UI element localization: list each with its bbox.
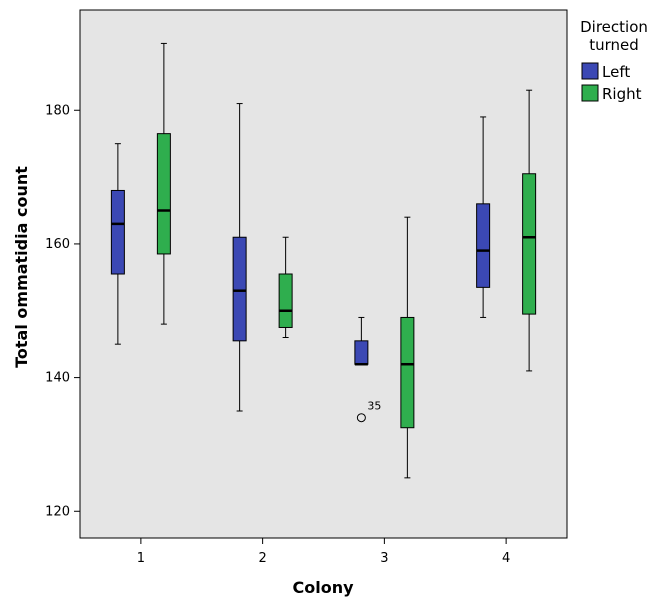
y-tick-label: 120 bbox=[45, 504, 70, 519]
box-iqr bbox=[156, 133, 171, 255]
outlier-point bbox=[356, 413, 366, 423]
box-left-colony-2 bbox=[232, 103, 247, 412]
box-left-colony-4 bbox=[476, 116, 491, 318]
y-axis-title: Total ommatidia count bbox=[12, 166, 31, 368]
box-right-colony-4 bbox=[522, 89, 537, 372]
plot-background bbox=[79, 9, 568, 539]
legend-label-left: Left bbox=[602, 63, 630, 81]
legend-swatch-right bbox=[581, 84, 599, 102]
box-iqr bbox=[522, 173, 537, 315]
y-tick-label: 140 bbox=[45, 371, 70, 386]
x-tick-label: 3 bbox=[380, 551, 388, 566]
x-axis: 1 2 3 4 bbox=[137, 538, 510, 566]
box-right-colony-1 bbox=[156, 42, 171, 325]
box-iqr bbox=[278, 273, 293, 328]
box-right-colony-3 bbox=[400, 216, 415, 479]
legend-label-right: Right bbox=[602, 85, 642, 103]
box-iqr bbox=[400, 316, 415, 429]
y-tick-label: 160 bbox=[45, 237, 70, 252]
box-iqr bbox=[232, 236, 247, 342]
box-right-colony-2 bbox=[278, 236, 293, 338]
box-iqr bbox=[354, 340, 369, 365]
x-tick-label: 1 bbox=[137, 551, 145, 566]
box-iqr bbox=[476, 203, 491, 288]
legend: Direction turned Left Right bbox=[580, 18, 648, 103]
x-axis-title: Colony bbox=[292, 578, 354, 597]
y-tick-label: 180 bbox=[45, 103, 70, 118]
legend-swatch-left bbox=[581, 62, 599, 80]
x-tick-label: 2 bbox=[258, 551, 266, 566]
legend-title-line-2: turned bbox=[589, 36, 639, 54]
y-axis: 120 140 160 180 bbox=[45, 103, 80, 519]
box-series-group: 35 bbox=[110, 42, 537, 479]
outlier-label: 35 bbox=[367, 400, 381, 413]
box-left-colony-1 bbox=[110, 143, 125, 345]
x-tick-label: 4 bbox=[502, 551, 510, 566]
box-left-colony-3: 35 bbox=[354, 316, 381, 423]
box-iqr bbox=[110, 189, 125, 275]
legend-title-line-1: Direction bbox=[580, 18, 648, 36]
